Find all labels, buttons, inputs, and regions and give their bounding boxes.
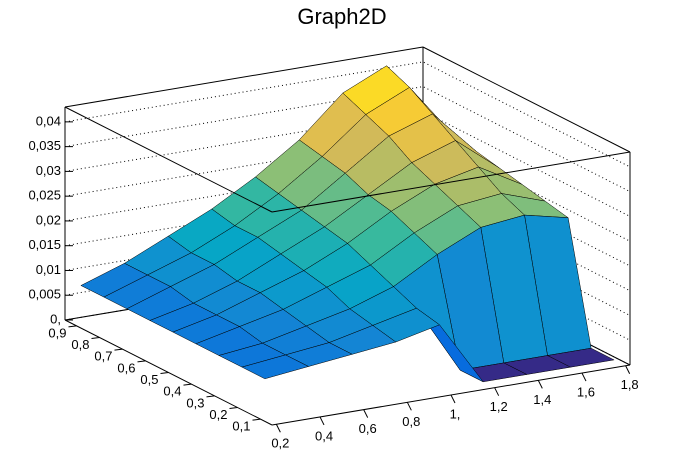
y-tick-label: 0,6	[117, 360, 135, 375]
z-tick-label: 0,01	[36, 262, 61, 277]
z-tick-label: 0,005	[28, 287, 61, 302]
grid-line	[64, 160, 631, 267]
z-tick-label: 0,02	[36, 212, 61, 227]
box-edge	[64, 106, 273, 213]
y-tick-label: 0,2	[209, 407, 227, 422]
box-edge	[271, 151, 631, 213]
grid-line	[64, 110, 631, 217]
x-tick	[625, 365, 631, 374]
grid-line	[64, 86, 631, 193]
x-tick	[363, 409, 369, 418]
x-tick-label: 0,2	[271, 436, 289, 451]
chart-title: Graph2D	[297, 4, 386, 29]
x-tick-label: 1,8	[621, 377, 639, 392]
y-tick-label: 0,5	[140, 372, 158, 387]
y-tick-label: 0,7	[94, 349, 112, 364]
surface-cell	[241, 354, 309, 380]
z-tick-label: 0,	[50, 311, 61, 326]
box-edge	[64, 46, 424, 108]
y-tick	[206, 395, 215, 398]
y-tick	[137, 360, 146, 363]
x-tick-label: 1,2	[490, 399, 508, 414]
grid-line	[64, 61, 631, 168]
y-tick	[183, 383, 192, 386]
x-tick-label: 1,4	[533, 392, 551, 407]
y-tick	[91, 337, 100, 339]
z-tick-label: 0,04	[36, 113, 61, 128]
x-tick	[537, 380, 543, 389]
z-tick-label: 0,03	[36, 163, 61, 178]
x-tick	[406, 402, 412, 411]
y-tick-label: 0,9	[48, 325, 66, 340]
x-tick-label: 0,4	[315, 428, 333, 443]
y-tick	[160, 372, 169, 374]
y-tick-label: 0,8	[71, 337, 89, 352]
y-tick-label: 0,1	[232, 419, 250, 434]
y-tick	[68, 325, 77, 328]
x-tick-label: 1,	[450, 406, 461, 421]
x-tick	[581, 372, 587, 382]
y-tick	[114, 348, 123, 351]
x-tick-label: 1,6	[577, 384, 595, 399]
x-tick-label: 0,6	[359, 421, 377, 436]
x-tick	[450, 394, 456, 404]
z-tick-label: 0,015	[28, 237, 61, 252]
z-tick-label: 0,035	[28, 138, 61, 153]
y-tick	[229, 407, 238, 409]
x-tick-label: 0,8	[402, 414, 420, 429]
x-tick	[494, 387, 500, 396]
z-tick-label: 0,025	[28, 188, 61, 203]
y-tick-label: 0,3	[186, 395, 204, 410]
grid-line	[64, 135, 631, 242]
y-tick-label: 0,4	[163, 384, 181, 399]
box-edge	[422, 46, 631, 153]
grid-line	[64, 185, 631, 292]
x-tick	[319, 416, 325, 426]
x-tick	[275, 424, 281, 433]
y-tick	[252, 418, 261, 421]
